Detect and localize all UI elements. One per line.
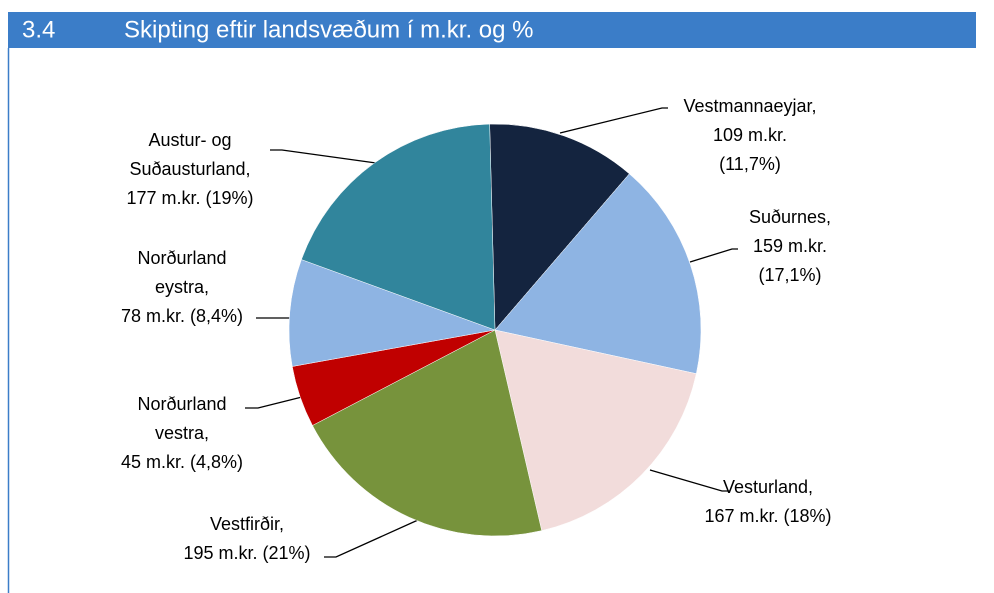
data-label: Austur- og [148, 130, 231, 150]
data-label: Norðurland [137, 248, 226, 268]
pie-slice [301, 123, 496, 331]
chart-title: Skipting eftir landsvæðum í m.kr. og % [124, 16, 534, 43]
section-number: 3.4 [22, 16, 55, 43]
data-label: Suðausturland, [129, 159, 250, 179]
data-label: eystra, [155, 277, 209, 297]
pie-slice [288, 259, 496, 367]
data-label: Vestfirðir, [210, 514, 284, 534]
data-label: Norðurland [137, 394, 226, 414]
leader-line [559, 107, 668, 134]
data-label: (11,7%) [719, 154, 781, 174]
leader-line [649, 469, 730, 492]
leader-line [324, 519, 419, 558]
data-label: Vestmannaeyjar, [683, 96, 816, 116]
data-label: 195 m.kr. (21%) [183, 543, 310, 563]
header-bar [8, 12, 976, 48]
pie-slice [494, 329, 697, 531]
data-label: 167 m.kr. (18%) [704, 506, 831, 526]
pie-slice [489, 123, 630, 331]
data-label: 159 m.kr. [753, 236, 827, 256]
data-label: vestra, [155, 423, 209, 443]
pie-slice [494, 173, 702, 375]
data-label: (17,1%) [758, 265, 821, 285]
leader-line [270, 149, 377, 164]
data-label: Vesturland, [723, 477, 813, 497]
data-label: 109 m.kr. [713, 125, 787, 145]
data-label: 45 m.kr. (4,8%) [121, 452, 243, 472]
data-label: 78 m.kr. (8,4%) [121, 306, 243, 326]
pie-slice [312, 329, 542, 537]
leader-line [245, 396, 303, 409]
data-label: 177 m.kr. (19%) [126, 188, 253, 208]
data-label: Suðurnes, [749, 207, 831, 227]
leader-line [689, 248, 738, 263]
